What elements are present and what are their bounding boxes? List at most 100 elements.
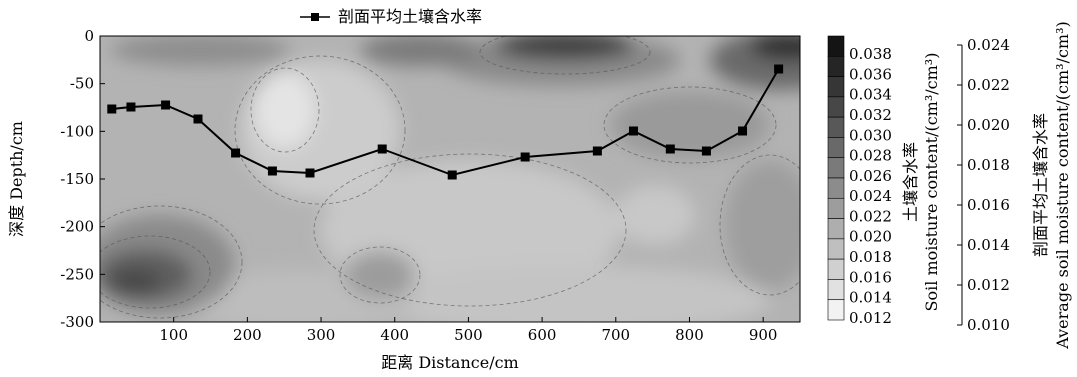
series-point (107, 104, 117, 114)
series-point (161, 100, 171, 110)
contour-region (750, 36, 800, 60)
colorbar-tick-label: 0.018 (849, 248, 892, 266)
colorbar-swatch (827, 238, 845, 260)
series-point (628, 126, 638, 136)
colorbar-swatch (827, 76, 845, 98)
contour-line (719, 154, 800, 296)
x-tick-label: 200 (233, 326, 262, 344)
contour-region (255, 72, 315, 148)
contour-region (370, 265, 770, 322)
series-point (738, 126, 748, 136)
contour-line (234, 55, 406, 205)
right-tick-label: 0.016 (967, 196, 1010, 214)
contour-region (615, 185, 695, 245)
right-tick-label: 0.010 (967, 316, 1010, 334)
contour-region (360, 36, 480, 66)
colorbar-tick-label: 0.026 (849, 167, 892, 185)
right-tick-label: 0.012 (967, 276, 1010, 294)
x-tick-label: 500 (454, 326, 483, 344)
right-tick-label: 0.022 (967, 76, 1010, 94)
colorbar-swatch (827, 299, 845, 321)
right-axis-label-cn: 剖面平均土壤含水率 (1031, 113, 1050, 257)
colorbar-swatch (827, 35, 845, 57)
right-tick-label: 0.020 (967, 116, 1010, 134)
series-point (520, 152, 530, 162)
colorbar-swatch (827, 116, 845, 138)
series-point (665, 144, 675, 154)
colorbar-swatch (827, 197, 845, 219)
legend-label: 剖面平均土壤含水率 (338, 7, 482, 26)
colorbar-tick-label: 0.020 (849, 228, 892, 246)
moisture-contour-field (100, 36, 800, 322)
right-tick-label: 0.014 (967, 236, 1010, 254)
colorbar-tick-label: 0.028 (849, 147, 892, 165)
series-point (193, 114, 203, 124)
contour-region (345, 251, 415, 299)
series-point (267, 166, 277, 176)
contour-region (109, 268, 161, 296)
x-tick-label: 400 (380, 326, 409, 344)
legend-marker (311, 13, 319, 21)
y-tick-label: -100 (60, 122, 94, 140)
y-tick-label: -200 (60, 218, 94, 236)
series-point (447, 170, 457, 180)
colorbar-swatch (827, 279, 845, 301)
colorbar-swatch (827, 55, 845, 77)
colorbar-tick-label: 0.016 (849, 268, 892, 286)
colorbar-tick-label: 0.036 (849, 65, 892, 83)
series-point (701, 146, 711, 156)
y-tick-label: -250 (60, 265, 94, 283)
colorbar-tick-label: 0.022 (849, 207, 892, 225)
series-point (377, 144, 387, 154)
colorbar-swatch (827, 137, 845, 159)
colorbar-tick-label: 0.014 (849, 289, 892, 307)
right-axis-label-en: Average soil moisture content/(cm³/cm³) (1053, 21, 1072, 350)
x-axis-label: 距离 Distance/cm (381, 353, 518, 372)
colorbar-swatch (827, 157, 845, 179)
x-axis: 100 200 300 400 500 600 700 800 900 (159, 317, 777, 344)
y-tick-label: 0 (84, 27, 94, 45)
colorbar-label-en: Soil moisture content/(cm³/cm³) (922, 53, 941, 312)
colorbar-swatch (827, 96, 845, 118)
y-tick-label: -50 (70, 75, 94, 93)
contour-region (110, 36, 290, 66)
contour-line (250, 67, 320, 153)
y-tick-label: -300 (60, 313, 94, 331)
x-tick-label: 300 (307, 326, 336, 344)
contour-region (495, 36, 635, 60)
contour-region (610, 91, 770, 159)
series-point (231, 148, 241, 158)
y-axis: 0 -50 -100 -150 -200 -250 -300 (60, 27, 105, 331)
right-tick-label: 0.024 (967, 36, 1010, 54)
series-line (111, 68, 780, 177)
contour-line (100, 235, 211, 309)
colorbar: 0.038 0.036 0.034 0.032 0.030 0.028 0.026 0.024… (827, 35, 892, 327)
right-tick-label: 0.018 (967, 156, 1010, 174)
colorbar-tick-label: 0.024 (849, 187, 892, 205)
x-tick-label: 900 (749, 326, 778, 344)
colorbar-tick-label: 0.030 (849, 126, 892, 144)
colorbar-tick-label: 0.038 (849, 45, 892, 63)
y-axis-label: 深度 Depth/cm (7, 121, 26, 237)
colorbar-tick-label: 0.034 (849, 86, 892, 104)
colorbar-swatch (827, 258, 845, 280)
series-point (592, 146, 602, 156)
contour-line (479, 36, 651, 75)
colorbar-swatch (827, 177, 845, 199)
legend: 剖面平均土壤含水率 (300, 7, 482, 26)
contour-line (313, 153, 627, 307)
right-axis: 0.024 0.022 0.020 0.018 0.016 0.014 0.012 0.010 (957, 36, 1010, 334)
y-tick-label: -150 (60, 170, 94, 188)
series-line-group (107, 64, 784, 180)
colorbar-label-cn: 土壤含水率 (901, 142, 920, 222)
contour-line (339, 246, 421, 304)
x-tick-label: 100 (159, 326, 188, 344)
contour-line (100, 205, 243, 319)
colorbar-tick-label: 0.032 (849, 106, 892, 124)
colorbar-tick-label: 0.012 (849, 309, 892, 327)
contour-region (725, 160, 800, 290)
series-point (305, 168, 315, 178)
series-point (126, 102, 136, 112)
series-point (774, 64, 784, 74)
